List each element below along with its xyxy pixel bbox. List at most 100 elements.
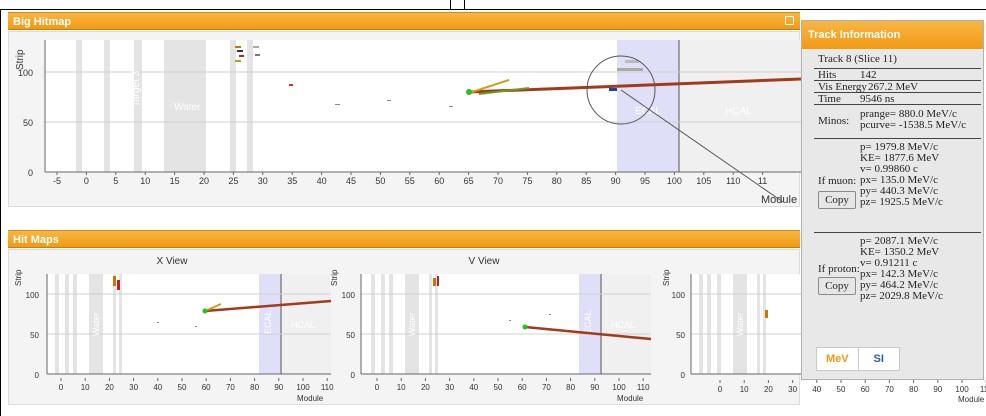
y-tick: 50 [23,118,33,128]
hit [289,84,293,86]
x-tick: 90 [590,383,599,392]
muon-ke: KE= 1877.6 MeV [860,152,940,164]
vertex-marker [202,308,208,314]
x-tick: 50 [375,176,385,186]
hit [235,60,241,62]
x-tick: 90 [933,385,942,394]
proton-pz: pz= 2029.8 MeV/c [860,290,943,302]
hit [237,50,243,52]
zoom-lens[interactable] [586,55,656,125]
proton-v: v= 0.91211 c [860,257,918,269]
unit-mev-button[interactable]: MeV [817,348,859,370]
x-tick: 70 [542,383,551,392]
proton-label: If proton: [818,263,860,275]
y-tick: 50 [676,331,685,340]
muon-v: v= 0.99860 c [860,163,918,175]
x-tick: 80 [566,383,575,392]
track-line [524,325,652,341]
region-label: ECAL [583,310,593,334]
y-tick: 0 [351,371,356,380]
band [230,40,236,172]
big-hitmap-plot[interactable]: Target 3 Water ECAL HCAL Strip 100 50 0 … [9,32,802,208]
proton-ke: KE= 1350.2 MeV [860,246,940,258]
x-tick: 30 [788,385,797,394]
x-ticks: 0 10 20 30 40 50 60 70 80 90 100 110 [375,378,650,392]
region-label: Water [407,312,417,336]
y-axis-label: Strip [662,269,671,286]
x-tick: 90 [274,383,283,392]
x-tick: 70 [493,176,503,186]
y-axis-label: Strip [330,269,339,286]
x-tick: 20 [199,176,209,186]
x-tick: 20 [105,383,114,392]
region-label: HCAL [725,106,752,117]
x-tick: 90 [611,176,621,186]
proton-px: px= 142.3 MeV/c [860,268,938,280]
x-tick: 60 [861,385,870,394]
hits [235,46,643,107]
y-tick: 0 [35,371,40,380]
x-tick: 10 [140,176,150,186]
x-tick: 75 [522,176,532,186]
x-tick: 40 [812,385,821,394]
x-tick: 85 [581,176,591,186]
hit-maps-header[interactable]: Hit Maps [8,230,800,248]
big-hitmap-title: Big Hitmap [13,16,72,28]
band [104,40,110,172]
muon-py: py= 440.3 MeV/c [860,185,938,197]
x-tick: 60 [434,176,444,186]
big-hitmap-header[interactable]: Big Hitmap [8,12,800,30]
x-tick: 110 [321,383,334,392]
y-tick: 0 [28,168,33,178]
x-tick: 70 [226,383,235,392]
x-tick: 100 [955,385,969,394]
x-tick: 60 [518,383,527,392]
x-tick: 40 [153,383,162,392]
y-tick: 0 [681,371,686,380]
x-tick: 25 [228,176,238,186]
detector-bands [76,40,801,172]
x-tick: 11 [758,176,767,186]
x-tick: 110 [980,385,986,394]
x-tick: 20 [421,383,430,392]
x-tick: 30 [258,176,268,186]
vertex-marker [522,324,528,330]
x-tick: 0 [718,385,723,394]
x-tick: 70 [885,385,894,394]
time-value: 9546 ns [860,93,895,105]
x-tick: 0 [84,176,89,186]
x-tick: 15 [170,176,180,186]
track-line[interactable] [468,77,802,94]
callout-line [620,89,784,203]
x-axis-label: Module [958,395,985,404]
top-divider [464,0,465,10]
x-tick: 50 [178,383,187,392]
v-view-title: V View [469,256,501,267]
vertex-marker [466,89,472,95]
copy-muon-button[interactable]: Copy [818,191,856,209]
region-label: ECAL [635,106,662,117]
x-ticks: 0 10 20 30 40 50 60 70 80 90 100 110 [718,380,986,394]
hits-row: Hits 142 [814,69,981,81]
unit-toggle: MeV SI [816,347,900,371]
x-tick: 0 [59,383,64,392]
minos-pcurve: pcurve= -1538.5 MeV/c [860,119,967,131]
x-tick: 50 [494,383,503,392]
region-label: Target 3 [131,70,142,107]
y-axis-label: Strip [14,269,23,286]
minos-section: Minos: prange= 880.0 MeV/c pcurve= -1538… [814,105,981,139]
x-tick: 0 [375,383,380,392]
x-tick: 30 [445,383,454,392]
x-tick: 30 [129,383,138,392]
copy-proton-button[interactable]: Copy [818,277,856,295]
hit [235,46,241,48]
x-tick: 110 [726,176,740,186]
x-tick: 100 [296,383,310,392]
x-tick: 10 [397,383,406,392]
band [76,40,82,172]
x-axis-label: Module [761,194,797,206]
x-ticks: -5 0 5 10 15 20 25 30 35 40 45 50 55 60 65 70 75 80 85 90 95… [53,172,767,186]
minimize-icon[interactable] [785,16,794,25]
unit-si-button[interactable]: SI [873,353,884,365]
